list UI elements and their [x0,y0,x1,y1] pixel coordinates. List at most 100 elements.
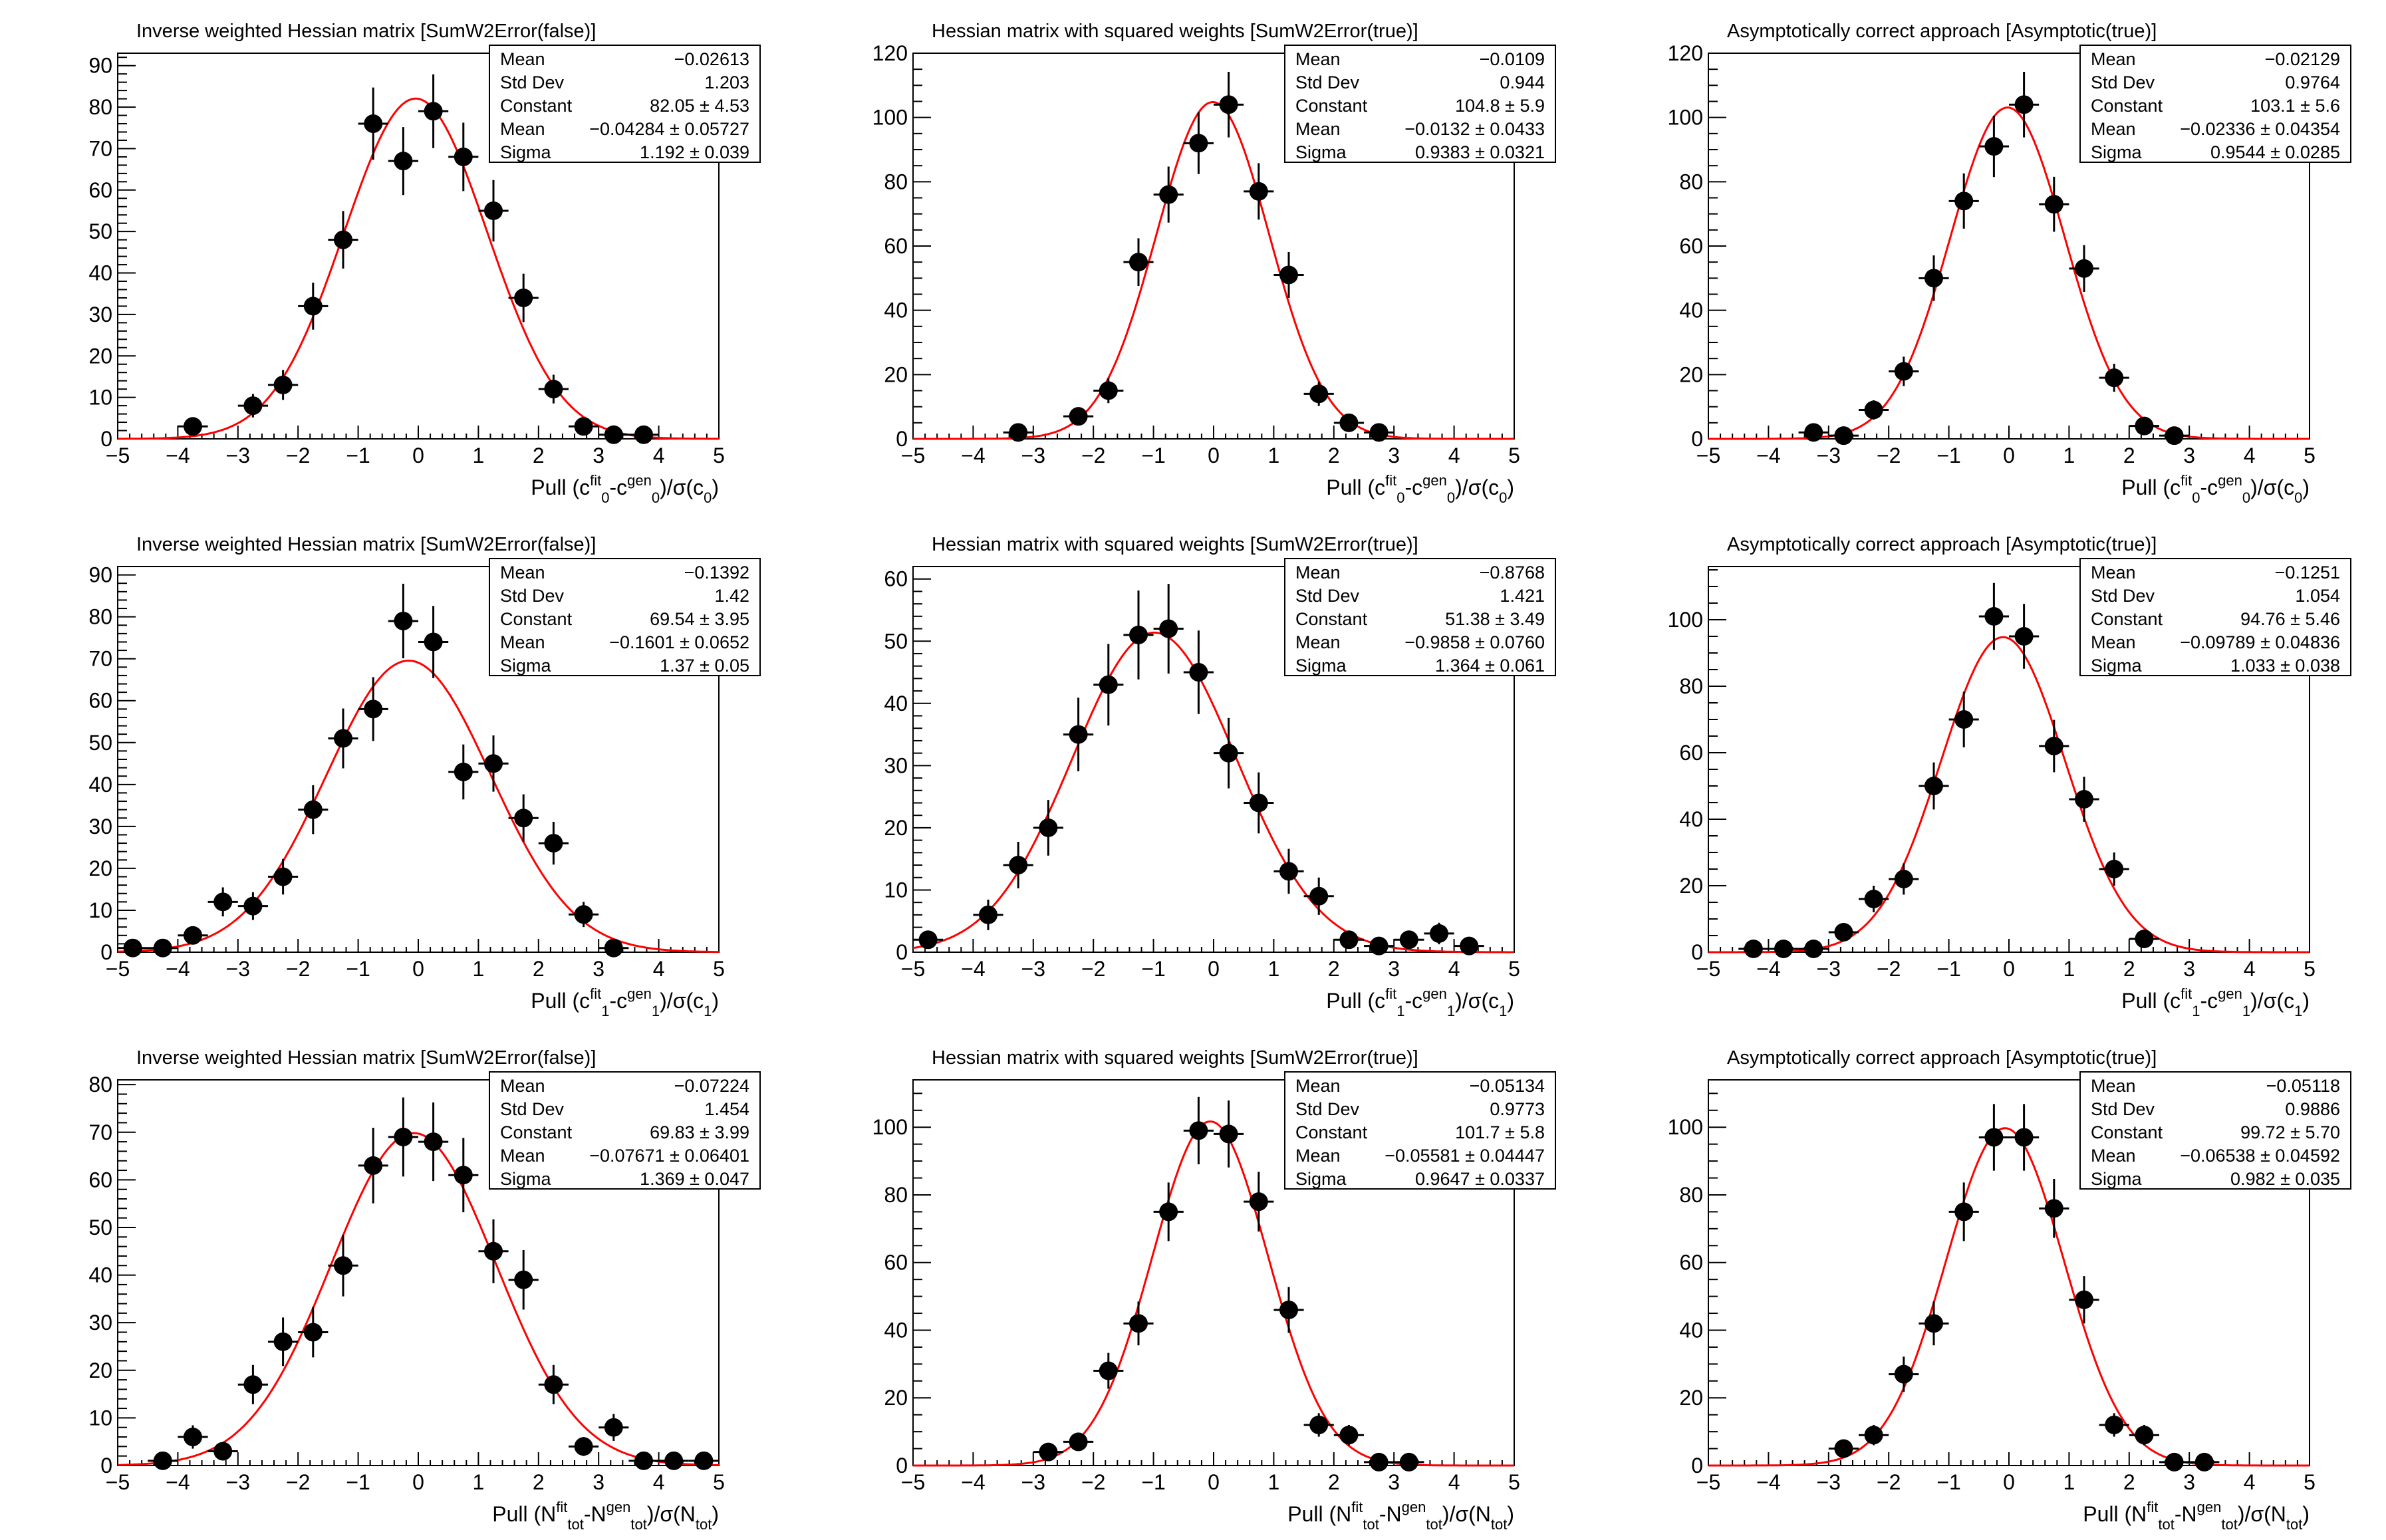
data-point [268,370,299,400]
x-tick-label: 3 [2183,957,2195,981]
data-point [178,417,208,436]
stats-value: 0.9383 ± 0.0321 [1415,142,1545,162]
x-tick-label: −3 [1817,1470,1841,1494]
x-tick-label: 3 [593,444,604,467]
stats-label: Mean [1295,49,1341,69]
x-tick-label: −2 [1081,1470,1105,1494]
x-tick-label: −1 [346,1470,370,1494]
marker [918,930,938,950]
stats-value: 82.05 ± 4.53 [650,96,749,116]
x-axis-label-part: tot [630,1516,646,1533]
stats-value: 104.8 ± 5.9 [1455,96,1545,116]
marker [1279,1300,1298,1319]
y-tick-label: 0 [1691,1454,1703,1477]
data-point [1828,426,1859,446]
panel-title: Hessian matrix with squared weights [Sum… [932,1047,1418,1069]
data-point [1123,238,1154,287]
data-point [478,735,509,792]
stats-label: Std Dev [1295,1099,1360,1119]
data-point [1303,877,1334,915]
stats-value: 1.454 [704,1099,749,1119]
stats-label: Mean [1295,632,1341,652]
x-axis-label-part: tot [2221,1516,2237,1533]
marker [1369,1452,1389,1472]
marker [2165,1452,2184,1472]
marker [1309,886,1329,906]
marker [979,905,997,924]
stats-label: Std Dev [2091,586,2155,606]
marker [153,938,172,958]
data-point [569,902,599,928]
x-tick-label: 1 [1268,444,1280,467]
x-tick-label: 1 [473,1470,485,1494]
x-axis-label-part: tot [696,1516,712,1533]
x-tick-label: −3 [1817,444,1841,467]
stats-box [2079,45,2351,163]
data-point [2039,176,2069,232]
stats-label: Mean [2091,632,2136,652]
gaussian-fit-curve [118,660,719,954]
data-point [448,744,479,800]
stats-label: Mean [2091,119,2136,139]
stats-label: Mean [500,632,545,652]
stats-value: 69.54 ± 3.95 [650,609,749,629]
stats-value: 0.9544 ± 0.0285 [2210,142,2340,162]
data-point [2099,852,2129,886]
x-axis-label-part: 1 [2294,1003,2302,1019]
stats-value: 1.364 ± 0.061 [1435,656,1545,676]
stats-value: 0.9886 [2285,1099,2340,1119]
data-point [1273,1287,1304,1333]
x-axis-label-part: -c [1405,989,1423,1013]
x-axis-label-part: 1 [601,1003,609,1019]
stats-label: Sigma [500,656,552,676]
histogram-panel: Hessian matrix with squared weights [Sum… [872,1047,1556,1533]
x-axis-label-part: 0 [704,489,712,506]
stats-value: −0.06538 ± 0.04592 [2180,1146,2340,1166]
y-tick-label: 60 [884,234,908,258]
marker [2014,1128,2034,1147]
x-tick-label: −4 [961,957,985,981]
y-tick-label: 0 [1691,940,1703,964]
stats-label: Sigma [2091,656,2143,676]
y-tick-label: 0 [896,1454,908,1477]
marker [1834,426,1853,446]
y-tick-label: 40 [884,299,908,322]
stats-value: −0.04284 ± 0.05727 [589,119,749,139]
x-axis-label-part: )/σ(c [1455,989,1499,1013]
x-tick-label: 5 [1508,957,1520,981]
y-tick-label: 40 [884,692,908,715]
marker [1099,675,1118,694]
marker [2044,737,2063,755]
stats-label: Std Dev [1295,72,1360,92]
data-point [1948,173,1979,229]
data-point [1123,1301,1154,1346]
data-point [118,938,148,958]
marker [334,230,352,249]
histogram-panel: Hessian matrix with squared weights [Sum… [872,21,1556,506]
marker [1399,1452,1418,1472]
stats-value: 1.37 ± 0.05 [660,656,749,676]
y-tick-label: 80 [884,1183,908,1207]
marker [1159,619,1178,638]
data-point [538,374,569,404]
x-axis-label-part: )/σ(N [2238,1502,2286,1526]
data-point [2069,777,2099,822]
x-axis-label-part: 0 [2192,489,2200,506]
x-axis-label-part: 0 [1499,489,1507,506]
x-axis-label-part: tot [2158,1516,2174,1533]
x-tick-label: −4 [166,1470,190,1494]
marker [364,1156,383,1175]
stats-box [489,558,761,676]
data-point [358,677,388,741]
x-axis-label-part: Pull (N [492,1502,556,1526]
y-tick-label: 0 [896,427,908,451]
x-tick-label: 4 [2244,957,2256,981]
y-tick-label: 10 [88,386,112,410]
histogram-panel: Inverse weighted Hessian matrix [SumW2Er… [88,1047,761,1533]
y-tick-label: 60 [88,178,112,202]
data-point [1003,423,1033,442]
marker [1984,1128,2004,1147]
data-point [237,1364,268,1404]
y-tick-label: 60 [1679,741,1703,765]
data-point [1033,1442,1063,1462]
